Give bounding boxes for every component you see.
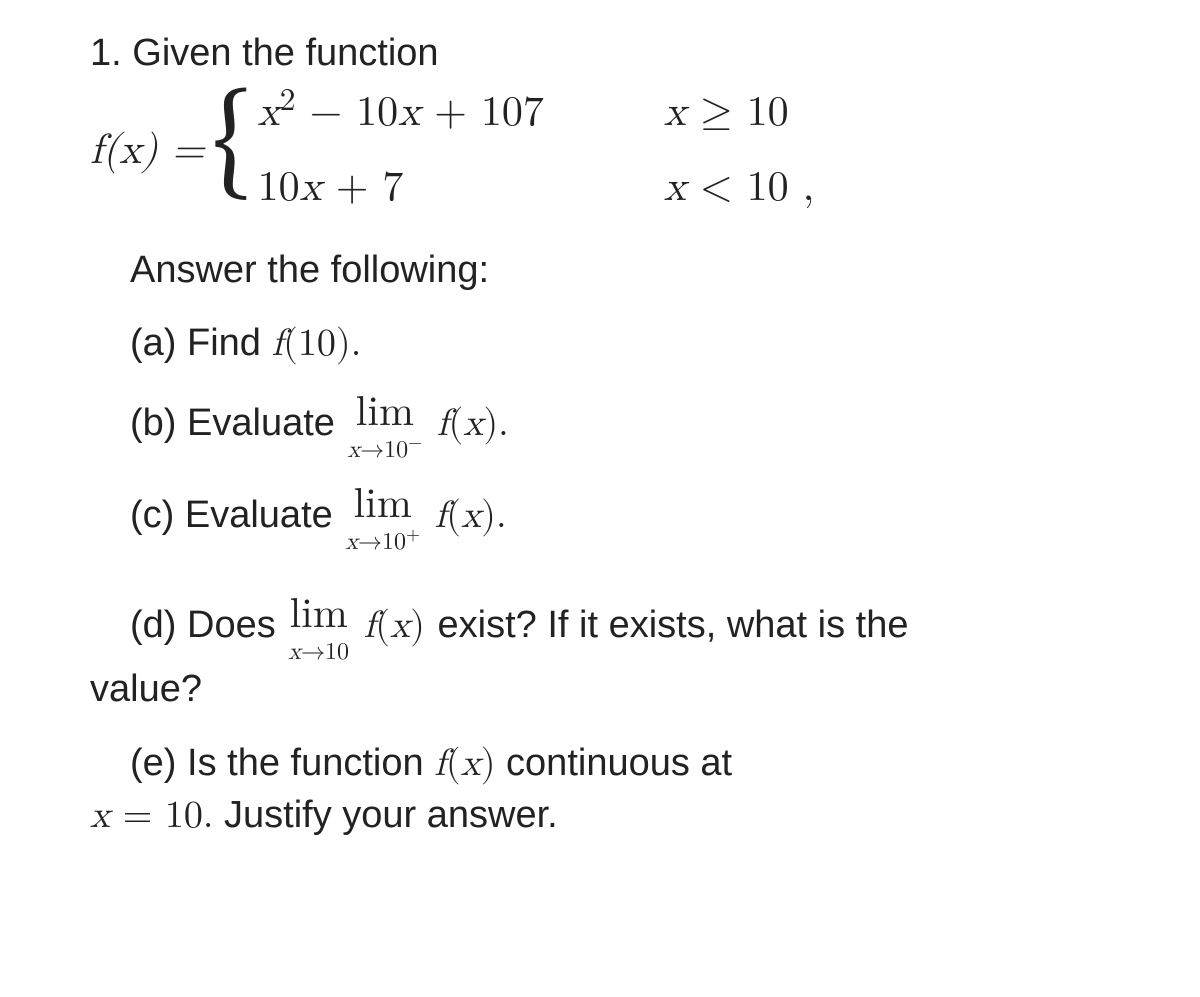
part-b-text: Evaluate [187,402,345,444]
part-e-line2: x = 10. Justify your answer. [90,790,1110,842]
part-a: (a) Find f(10). [130,318,1110,370]
part-d-line1: (d) Does lim x→10 f(x) exist? If it exis… [130,594,1110,664]
part-c-label: (c) [130,494,174,536]
answer-prompt: Answer the following: [130,245,1110,296]
part-e-text-before: Is the function [187,742,434,784]
brace-icon: { [212,91,251,199]
part-e-text-after: continuous at [506,742,732,784]
part-a-label: (a) [130,322,176,364]
part-d-label: (d) [130,604,176,646]
part-e-math2: x = 10. [90,797,213,835]
part-d-text-after: exist? If it exists, what is the [438,604,909,646]
part-e-line1: (e) Is the function f(x) continuous at [130,738,1110,790]
case1-expression: x2 − 10x + 107 [258,85,544,142]
part-d-limit: lim x→10 f(x) [286,607,437,645]
piecewise-definition: f(x) = { x2 − 10x + 107 x ≥ 10 10x + 7 x… [90,85,1110,216]
case2-expression: 10x + 7 [258,160,544,217]
part-c-text: Evaluate [185,494,343,536]
part-e-line2-text: Justify your answer. [224,794,558,836]
part-a-text: Find [187,322,271,364]
problem-page: 1. Given the function f(x) = { x2 − 10x … [0,0,1200,870]
part-a-math: f(10). [272,325,362,363]
part-d-line2: value? [90,664,1110,715]
question-number: 1. [90,32,122,74]
part-b-label: (b) [130,402,176,444]
part-e-math1: f(x) [434,745,495,783]
case2-condition: x < 10 , [664,160,814,217]
part-b-limit: lim x→10− f(x). [345,405,508,443]
part-d-text-before: Does [187,604,286,646]
part-c-limit: lim x→10+ f(x). [343,497,506,535]
case1-condition: x ≥ 10 [664,85,814,142]
question-intro-text: Given the function [132,32,438,74]
fx-equals: f(x) = [90,123,204,180]
piecewise-cases: x2 − 10x + 107 x ≥ 10 10x + 7 x < 10 , [258,85,815,216]
part-c: (c) Evaluate lim x→10+ f(x). [130,484,1110,554]
part-b: (b) Evaluate lim x→10− f(x). [130,392,1110,462]
part-e-label: (e) [130,742,176,784]
question-intro: 1. Given the function [90,28,1110,79]
